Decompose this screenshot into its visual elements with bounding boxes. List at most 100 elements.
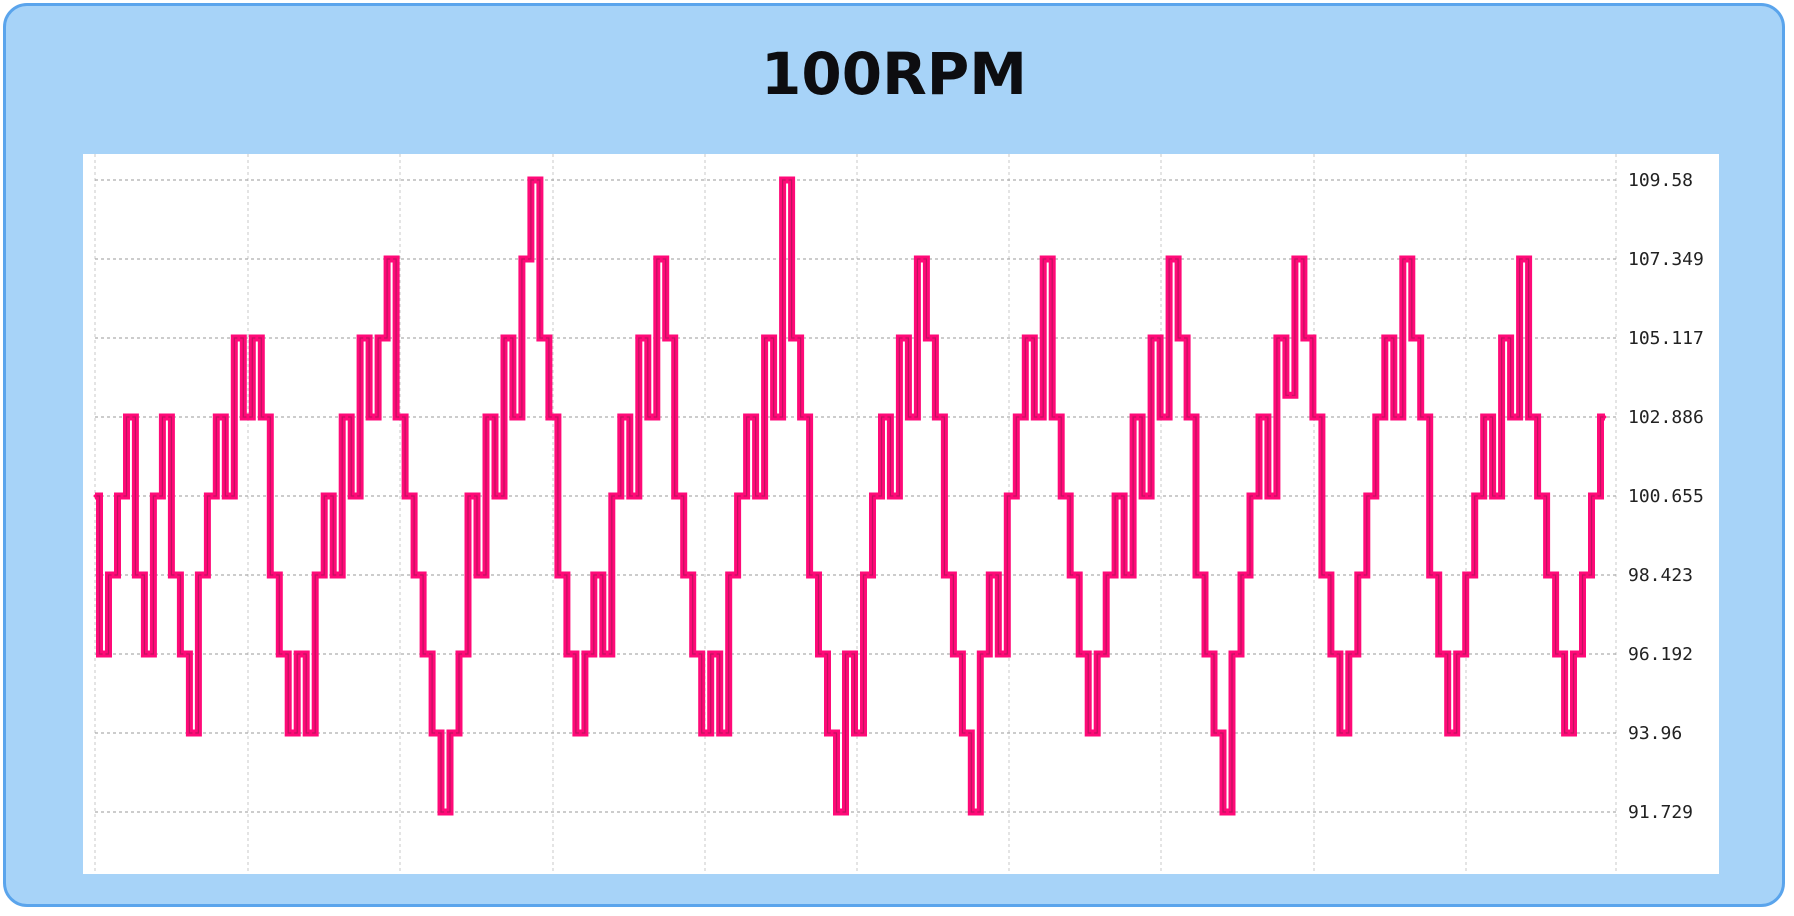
y-tick-label: 96.192 [1628,644,1693,665]
data-point [417,573,421,577]
data-point [947,573,951,577]
data-point [1504,336,1508,340]
data-point [677,494,681,498]
data-point [381,336,385,340]
data-point [138,573,142,577]
data-point [1495,494,1499,498]
data-point [1037,415,1041,419]
data-point [488,415,492,419]
data-point [1064,494,1068,498]
data-point [911,415,915,419]
data-point [929,336,933,340]
data-point [1522,257,1526,261]
data-point [192,731,196,735]
data-point [668,336,672,340]
y-tick-label: 107.349 [1628,249,1704,270]
data-point [965,731,969,735]
data-point [1109,573,1113,577]
data-point [740,494,744,498]
data-point [273,573,277,577]
data-point [1594,494,1598,498]
data-point [596,573,600,577]
data-point [686,573,690,577]
data-point [390,257,394,261]
data-point [1199,573,1203,577]
series-line [95,176,1605,816]
data-point [623,415,627,419]
data-point [1351,652,1355,656]
data-point [1396,415,1400,419]
data-point [713,652,717,656]
data-point [165,415,169,419]
data-point [1603,415,1607,419]
data-point [1477,494,1481,498]
data-point [884,415,888,419]
y-tick-label: 100.655 [1628,486,1704,507]
line-chart: 109.58 107.349 105.117 102.886 100.655 98.423… [93,154,1704,874]
data-point [1558,652,1562,656]
data-point [542,336,546,340]
data-point [1055,415,1059,419]
data-point [1576,652,1580,656]
data-point [354,494,358,498]
data-point [183,652,187,656]
data-point [1324,573,1328,577]
data-point [174,573,178,577]
data-point [1154,336,1158,340]
data-point [111,573,115,577]
data-point [1118,494,1122,498]
data-point [1414,336,1418,340]
data-point [1387,336,1391,340]
data-point [1073,573,1077,577]
data-point [1315,415,1319,419]
data-point [920,257,924,261]
data-point [1441,652,1445,656]
y-tick-label: 98.423 [1628,565,1693,586]
data-point [1486,415,1490,419]
data-point [336,573,340,577]
data-point [426,652,430,656]
data-point [255,336,259,340]
data-point [1540,494,1544,498]
data-point [1378,415,1382,419]
data-point [1234,652,1238,656]
data-point [147,652,151,656]
data-point [201,573,205,577]
data-point [1145,494,1149,498]
data-point [1046,257,1050,261]
data-point [1531,415,1535,419]
data-point [318,573,322,577]
data-point [650,415,654,419]
data-point [1252,494,1256,498]
data-point [462,652,466,656]
data-point [453,731,457,735]
data-point [1261,415,1265,419]
data-point [345,415,349,419]
data-point [1100,652,1104,656]
data-point [282,652,286,656]
data-point [93,494,97,498]
data-point [237,336,241,340]
data-point [1136,415,1140,419]
data-point [1360,573,1364,577]
data-point [632,494,636,498]
data-point [1279,336,1283,340]
data-point [560,573,564,577]
data-point [848,652,852,656]
y-tick-label: 109.58 [1628,170,1693,191]
data-point [1190,415,1194,419]
data-point [992,573,996,577]
data-point [1585,573,1589,577]
data-point [1468,573,1472,577]
data-point [578,731,582,735]
data-point [974,810,978,814]
data-point [1423,415,1427,419]
data-point [551,415,555,419]
plot-area: 109.58 107.349 105.117 102.886 100.655 98.423… [83,154,1719,874]
data-point [1369,494,1373,498]
data-point [435,731,439,735]
data-point [300,652,304,656]
data-point [695,652,699,656]
data-point [1127,573,1131,577]
data-point [875,494,879,498]
